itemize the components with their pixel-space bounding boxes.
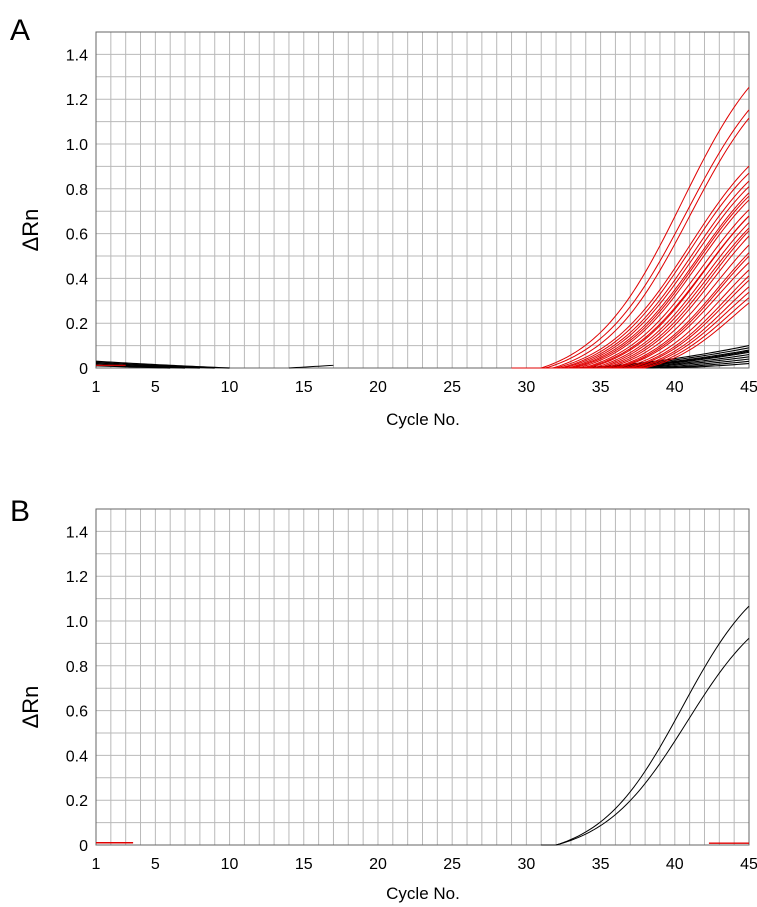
panel-b-y-tick-label: 0.2: [66, 793, 88, 810]
panel-b-y-tick-label: 1.0: [66, 614, 88, 631]
panel-a-red-curve: [511, 302, 750, 369]
panel-b-plot-frame: [95, 508, 750, 846]
panel-a-y-tick-label: 0.4: [66, 271, 88, 288]
panel-b-x-tick-label: 15: [295, 856, 313, 873]
panel-a-y-axis-label: ΔRn: [18, 209, 43, 252]
panel-b-x-tick-label: 45: [740, 856, 757, 873]
panel-b-y-tick-label: 0.4: [66, 748, 88, 765]
panel-b-x-axis-label: Cycle No.: [386, 884, 460, 903]
panel-b-letter: B: [10, 495, 30, 528]
panel-b-x-tick-label: 5: [151, 856, 160, 873]
panel-a-black-curve: [659, 362, 750, 369]
panel-a-x-tick-label: 20: [369, 379, 387, 396]
panel-a-letter: A: [10, 14, 30, 47]
panel-b-x-tick-label: 30: [517, 856, 535, 873]
panel-b-x-tick-label: 25: [443, 856, 461, 873]
panel-b-x-tick-label: 20: [369, 856, 387, 873]
panel-a-y-tick-label: 1.0: [66, 137, 88, 154]
panel-a-x-tick-label: 25: [443, 379, 461, 396]
panel-b-y-tick-label: 0.8: [66, 659, 88, 676]
panel-a-y-tick-label: 0.6: [66, 227, 88, 244]
panel-a-x-tick-label: 40: [666, 379, 684, 396]
panel-a-red-curve: [511, 109, 750, 369]
panel-a-y-tick-label: 1.2: [66, 92, 88, 109]
panel-b-x-tick-label: 10: [221, 856, 239, 873]
panel-b-black-curve: [541, 637, 750, 846]
panel-a-x-tick-label: 30: [517, 379, 535, 396]
panel-a-bump-curve: [288, 364, 334, 369]
panel-b-x-tick-label: 1: [92, 856, 101, 873]
panel-b-y-tick-label: 0: [79, 838, 88, 855]
panel-a-y-tick-label: 0.8: [66, 182, 88, 199]
panel-b-y-tick-label: 1.4: [66, 524, 88, 541]
panel-a-noise-curve: [95, 365, 171, 369]
panel-a-x-tick-label: 1: [92, 379, 101, 396]
panel-a-x-axis-label: Cycle No.: [386, 410, 460, 429]
panel-a-x-tick-label: 10: [221, 379, 239, 396]
panel-b-black-curve: [541, 605, 750, 846]
panel-a-y-tick-label: 1.4: [66, 47, 88, 64]
panel-b-x-tick-label: 35: [592, 856, 610, 873]
panel-b-x-tick-label: 40: [666, 856, 684, 873]
panel-b-y-tick-label: 0.6: [66, 704, 88, 721]
panel-a-noise-curve: [95, 361, 215, 369]
panel-a-x-tick-label: 5: [151, 379, 160, 396]
panel-a-y-tick-label: 0: [79, 361, 88, 378]
panel-b-y-tick-label: 1.2: [66, 569, 88, 586]
panel-a-x-tick-label: 15: [295, 379, 313, 396]
panel-b-y-axis-label: ΔRn: [18, 686, 43, 729]
panel-a-noise-curve: [95, 360, 230, 369]
panel-a-x-tick-label: 35: [592, 379, 610, 396]
panel-a-y-tick-label: 0.2: [66, 316, 88, 333]
panel-a-red-curve: [511, 86, 750, 369]
panel-a-x-tick-label: 45: [740, 379, 757, 396]
